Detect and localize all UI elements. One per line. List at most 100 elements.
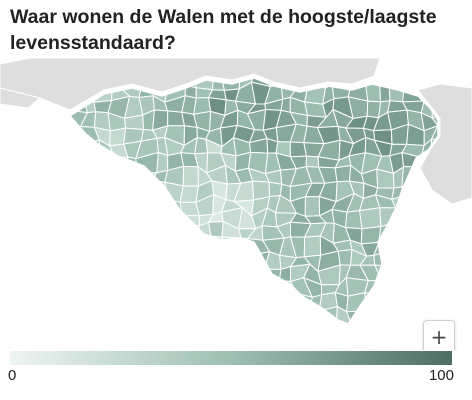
- municipality[interactable]: [279, 338, 297, 350]
- municipality[interactable]: [261, 294, 285, 314]
- municipality[interactable]: [81, 319, 103, 342]
- municipality[interactable]: [108, 319, 124, 341]
- municipality[interactable]: [100, 239, 115, 259]
- municipality[interactable]: [310, 323, 324, 338]
- municipality[interactable]: [164, 306, 187, 325]
- municipality[interactable]: [234, 292, 254, 312]
- municipality[interactable]: [38, 138, 55, 158]
- municipality[interactable]: [137, 250, 157, 273]
- municipality[interactable]: [421, 58, 433, 69]
- municipality[interactable]: [178, 320, 200, 338]
- municipality[interactable]: [141, 279, 154, 302]
- municipality[interactable]: [402, 336, 425, 351]
- municipality[interactable]: [150, 265, 169, 281]
- municipality[interactable]: [402, 68, 425, 87]
- municipality[interactable]: [376, 276, 397, 296]
- municipality[interactable]: [0, 308, 14, 324]
- municipality[interactable]: [39, 310, 61, 323]
- municipality[interactable]: [179, 293, 194, 315]
- municipality[interactable]: [39, 251, 59, 269]
- municipality[interactable]: [80, 185, 98, 197]
- municipality[interactable]: [167, 279, 182, 298]
- municipality[interactable]: [180, 348, 201, 350]
- municipality[interactable]: [206, 295, 225, 316]
- municipality[interactable]: [126, 165, 145, 186]
- municipality[interactable]: [26, 222, 45, 243]
- municipality[interactable]: [252, 339, 268, 350]
- municipality[interactable]: [404, 305, 425, 327]
- municipality[interactable]: [139, 305, 158, 324]
- municipality[interactable]: [178, 241, 201, 258]
- municipality[interactable]: [123, 268, 143, 283]
- municipality[interactable]: [431, 109, 449, 128]
- municipality[interactable]: [393, 337, 409, 350]
- municipality[interactable]: [71, 227, 89, 239]
- municipality[interactable]: [308, 334, 323, 350]
- municipality[interactable]: [68, 165, 88, 189]
- municipality[interactable]: [13, 293, 26, 313]
- municipality[interactable]: [190, 263, 209, 283]
- municipality[interactable]: [139, 236, 159, 259]
- municipality[interactable]: [1, 222, 16, 242]
- municipality[interactable]: [420, 269, 438, 283]
- municipality[interactable]: [60, 306, 76, 326]
- municipality[interactable]: [82, 209, 101, 231]
- municipality[interactable]: [459, 348, 472, 350]
- municipality[interactable]: [291, 338, 312, 350]
- municipality[interactable]: [264, 322, 285, 340]
- municipality[interactable]: [2, 212, 18, 230]
- municipality[interactable]: [389, 276, 408, 296]
- municipality[interactable]: [10, 228, 30, 241]
- municipality[interactable]: [444, 265, 465, 282]
- municipality[interactable]: [380, 339, 393, 350]
- municipality[interactable]: [332, 334, 353, 350]
- municipality[interactable]: [94, 194, 116, 214]
- municipality[interactable]: [387, 250, 411, 273]
- municipality[interactable]: [375, 318, 394, 342]
- municipality[interactable]: [180, 254, 202, 268]
- municipality[interactable]: [109, 339, 130, 350]
- municipality[interactable]: [93, 307, 118, 327]
- municipality[interactable]: [124, 235, 142, 254]
- municipality[interactable]: [52, 276, 75, 297]
- municipality[interactable]: [458, 58, 472, 74]
- municipality[interactable]: [94, 181, 114, 197]
- municipality[interactable]: [155, 222, 169, 239]
- municipality[interactable]: [2, 337, 16, 350]
- municipality[interactable]: [0, 198, 18, 216]
- municipality[interactable]: [249, 266, 266, 287]
- municipality[interactable]: [278, 322, 298, 340]
- municipality[interactable]: [136, 334, 155, 350]
- municipality[interactable]: [12, 320, 31, 338]
- municipality[interactable]: [26, 194, 44, 216]
- municipality[interactable]: [434, 237, 452, 257]
- municipality[interactable]: [334, 164, 352, 183]
- municipality[interactable]: [222, 304, 238, 322]
- municipality[interactable]: [375, 308, 392, 322]
- municipality[interactable]: [179, 306, 200, 325]
- municipality[interactable]: [420, 236, 438, 257]
- municipality[interactable]: [134, 322, 158, 339]
- municipality[interactable]: [236, 264, 252, 287]
- municipality[interactable]: [83, 334, 102, 350]
- municipality[interactable]: [320, 348, 334, 350]
- municipality[interactable]: [150, 279, 169, 302]
- municipality[interactable]: [428, 214, 452, 230]
- municipality[interactable]: [52, 253, 75, 270]
- municipality[interactable]: [38, 222, 53, 243]
- municipality[interactable]: [459, 211, 472, 224]
- municipality[interactable]: [0, 285, 13, 298]
- municipality[interactable]: [461, 265, 472, 282]
- municipality[interactable]: [0, 238, 16, 251]
- municipality[interactable]: [401, 236, 426, 257]
- municipality[interactable]: [222, 319, 238, 335]
- municipality[interactable]: [57, 337, 73, 350]
- municipality[interactable]: [70, 250, 82, 272]
- municipality[interactable]: [178, 225, 201, 244]
- municipality[interactable]: [135, 206, 157, 229]
- municipality[interactable]: [226, 264, 240, 285]
- municipality[interactable]: [400, 322, 426, 337]
- municipality[interactable]: [331, 323, 354, 334]
- municipality[interactable]: [445, 294, 463, 307]
- municipality[interactable]: [57, 319, 73, 342]
